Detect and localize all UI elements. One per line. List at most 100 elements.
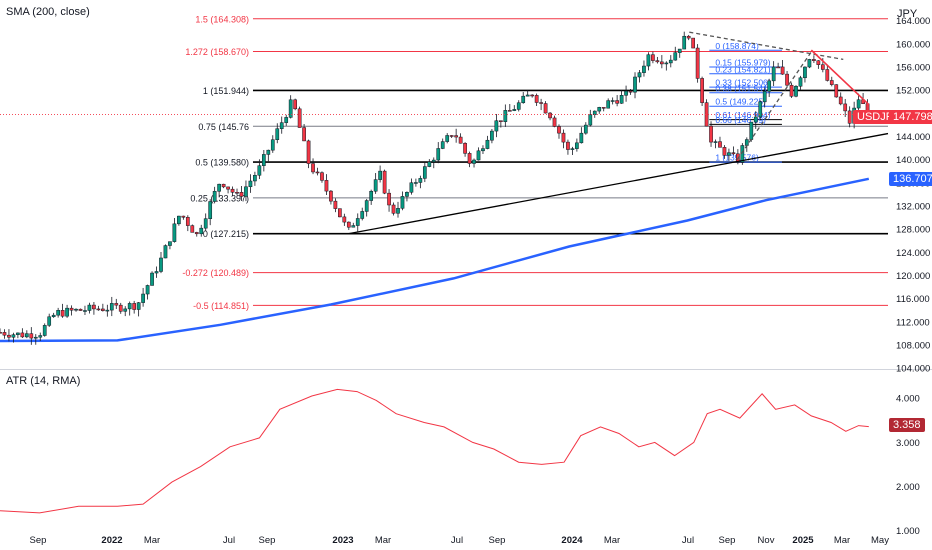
candle-body bbox=[51, 314, 56, 318]
candle-body bbox=[579, 132, 584, 144]
candle-body bbox=[297, 108, 302, 128]
candle-body bbox=[109, 303, 114, 311]
candle-body bbox=[664, 62, 669, 65]
price-tick-label: 164.000 bbox=[896, 16, 930, 27]
candle-body bbox=[20, 332, 25, 338]
candle-body bbox=[794, 85, 798, 97]
candle-body bbox=[74, 308, 78, 311]
candle-body bbox=[642, 65, 646, 73]
price-tick-label: 112.000 bbox=[896, 317, 930, 328]
candle-body bbox=[651, 54, 655, 61]
candle-body bbox=[624, 90, 628, 96]
candle-body bbox=[7, 334, 11, 338]
inner-fib-label: 0.66 (146.09) bbox=[715, 115, 766, 125]
candle-body bbox=[583, 124, 588, 134]
candle-body bbox=[351, 225, 356, 228]
candle-body bbox=[194, 232, 199, 235]
current-price-tag: 147.798 bbox=[889, 110, 932, 124]
price-tick-label: 116.000 bbox=[896, 294, 930, 305]
candle-body bbox=[856, 99, 861, 109]
candle-body bbox=[454, 135, 458, 138]
time-axis: Sep 2022 Mar Jul Sep 2023 Mar Jul Sep 2024 Mar Jul S… bbox=[30, 535, 890, 546]
candle-body bbox=[610, 100, 615, 102]
candle-body bbox=[320, 172, 324, 181]
time-tick-label: Mar bbox=[144, 535, 160, 546]
candle-body bbox=[700, 78, 704, 103]
candle-body bbox=[199, 227, 204, 235]
candle-body bbox=[382, 170, 387, 194]
candle-body bbox=[691, 37, 696, 49]
fib-level-label: -0.272 (120.489) bbox=[182, 268, 249, 278]
candle-body bbox=[490, 130, 494, 141]
candle-body bbox=[11, 334, 16, 338]
candle-body bbox=[208, 201, 213, 219]
candle-body bbox=[248, 180, 253, 188]
candle-body bbox=[118, 304, 123, 312]
candle-body bbox=[780, 66, 785, 75]
price-tick-label: 144.000 bbox=[896, 132, 930, 143]
candle-body bbox=[472, 159, 476, 164]
candle-body bbox=[315, 171, 320, 174]
candle-body bbox=[355, 218, 360, 226]
sma-value-tag: 136.707 bbox=[889, 172, 932, 186]
candle-body bbox=[803, 66, 807, 79]
fib-level-label: 0.75 (145.76 bbox=[198, 122, 249, 132]
candle-body bbox=[677, 48, 682, 53]
candle-body bbox=[557, 126, 561, 134]
candle-body bbox=[418, 178, 423, 183]
candle-body bbox=[548, 112, 552, 119]
candle-body bbox=[244, 186, 248, 197]
inner-fib-label: 0.15 (155.979) bbox=[715, 58, 770, 68]
candle-body bbox=[530, 94, 535, 97]
candle-body bbox=[400, 196, 405, 209]
candle-body bbox=[270, 139, 275, 151]
candle-body bbox=[154, 271, 159, 274]
fib-level-label: 1.272 (158.670) bbox=[185, 47, 249, 57]
candle-body bbox=[311, 163, 315, 173]
candle-body bbox=[601, 107, 606, 109]
time-tick-label: May bbox=[871, 535, 889, 546]
candle-body bbox=[422, 166, 427, 179]
atr-tick-label: 3.000 bbox=[896, 438, 920, 449]
candle-body bbox=[132, 303, 137, 310]
price-tick-label: 152.000 bbox=[896, 86, 930, 97]
price-tick-label: 124.000 bbox=[896, 248, 930, 259]
candle-body bbox=[615, 100, 619, 104]
price-tick-label: 104.000 bbox=[896, 364, 930, 375]
candle-body bbox=[414, 182, 418, 184]
fib-retracement: 1.5 (164.308) 1.272 (158.670) 1 (151.944) 0… bbox=[182, 14, 888, 311]
candle-body bbox=[38, 335, 43, 338]
atr-value-tag: 3.358 bbox=[889, 418, 925, 432]
sma-200-line bbox=[0, 177, 870, 343]
fib-level-label: 1.5 (164.308) bbox=[195, 14, 249, 24]
candle-body bbox=[239, 192, 244, 197]
candle-body bbox=[185, 217, 190, 226]
candle-body bbox=[668, 59, 673, 64]
trendline bbox=[810, 49, 870, 106]
atr-tick-label: 1.000 bbox=[896, 526, 920, 537]
candle-body bbox=[212, 191, 217, 202]
candle-body bbox=[275, 128, 280, 140]
candle-body bbox=[172, 223, 177, 242]
candle-body bbox=[570, 148, 575, 150]
candle-body bbox=[136, 302, 141, 310]
candle-body bbox=[253, 175, 257, 182]
inner-fib-label: 0 (158.874) bbox=[715, 41, 759, 51]
candle-body bbox=[655, 60, 660, 63]
candle-body bbox=[396, 208, 400, 214]
candle-body bbox=[190, 225, 195, 233]
candle-body bbox=[771, 66, 776, 82]
candle-body bbox=[440, 141, 445, 149]
candle-body bbox=[177, 215, 181, 225]
candle-body bbox=[203, 218, 208, 229]
candle-body bbox=[534, 95, 539, 103]
candle-body bbox=[333, 200, 338, 209]
candle-body bbox=[449, 135, 454, 137]
candle-body bbox=[324, 180, 329, 192]
candle-body bbox=[181, 215, 186, 218]
price-tick-label: 160.000 bbox=[896, 39, 930, 50]
candle-body bbox=[302, 127, 306, 142]
candle-body bbox=[807, 59, 812, 68]
candle-body bbox=[812, 59, 816, 61]
